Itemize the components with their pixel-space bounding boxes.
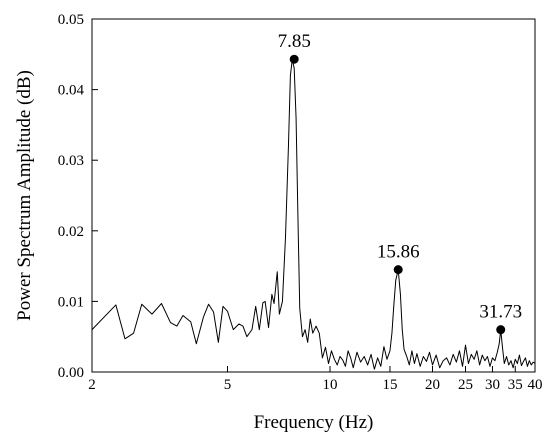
peak-label: 7.85 (278, 31, 311, 52)
plot-frame (91, 18, 536, 373)
y-axis-ticks: 0.00 0.01 0.02 0.03 0.04 0.05 (58, 12, 98, 381)
y-tick-label: 0.03 (58, 153, 84, 169)
x-tick-label: 15 (382, 377, 397, 393)
x-axis-ticks: 2 5 10 15 20 25 30 35 40 (88, 366, 543, 393)
x-tick-label: 5 (224, 377, 232, 393)
x-tick-label: 10 (322, 377, 337, 393)
y-tick-label: 0.00 (58, 365, 84, 381)
x-tick-label: 35 (508, 377, 523, 393)
x-tick-label: 30 (485, 377, 500, 393)
x-tick-label: 25 (458, 377, 473, 393)
y-tick-label: 0.04 (58, 83, 85, 99)
data-layer (91, 58, 536, 370)
x-tick-label: 2 (88, 377, 96, 393)
y-axis-title: Power Spectrum Amplitude (dB) (14, 70, 35, 321)
y-tick-label: 0.02 (58, 224, 84, 240)
peak-marker (496, 325, 506, 335)
y-tick-label: 0.01 (58, 294, 84, 310)
peak-marker (289, 54, 299, 64)
x-axis-title: Frequency (Hz) (254, 412, 374, 433)
y-tick-label: 0.05 (58, 12, 84, 28)
peak-marker (393, 265, 403, 275)
x-tick-label: 40 (528, 377, 543, 393)
spectrum-line (91, 58, 536, 370)
peak-markers: 7.85 15.86 31.73 (278, 31, 522, 335)
peak-label: 15.86 (377, 242, 420, 263)
x-tick-label: 20 (425, 377, 440, 393)
peak-label: 31.73 (479, 302, 522, 323)
